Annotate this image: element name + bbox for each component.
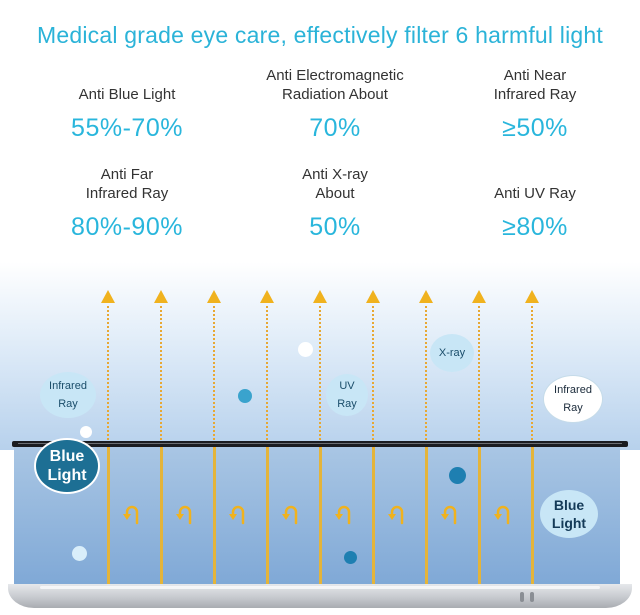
stat-label: Anti Electromagnetic Radiation About xyxy=(266,67,404,103)
infrared-ray-bubble-right: Infrared Ray xyxy=(544,376,602,422)
blue-light-bubble-right: Blue Light xyxy=(540,490,598,538)
stat-label: Anti UV Ray xyxy=(494,185,576,202)
up-arrow-icon xyxy=(154,290,168,448)
particle-dot xyxy=(238,389,252,403)
return-arrow-icon xyxy=(123,503,143,525)
screen-stripe xyxy=(213,447,216,584)
return-arrow-icon xyxy=(388,503,408,525)
up-arrow-icon xyxy=(419,290,433,448)
stat-anti-blue-light: Anti Blue Light 55%-70% xyxy=(22,66,232,143)
return-arrow-icon xyxy=(176,503,196,525)
screen-stripe xyxy=(531,447,534,584)
stat-anti-electromagnetic: Anti Electromagnetic Radiation About 70% xyxy=(230,66,440,143)
stat-label: Anti Far Infrared Ray xyxy=(85,166,169,202)
infrared-ray-bubble-left: Infrared Ray xyxy=(40,372,96,418)
up-arrow-icon xyxy=(366,290,380,448)
screen-stripe xyxy=(478,447,481,584)
screen-stripe xyxy=(266,447,269,584)
particle-dot xyxy=(298,342,313,357)
stat-anti-far-infrared: Anti Far Infrared Ray 80%-90% xyxy=(22,165,232,242)
stat-value: 55%-70% xyxy=(71,114,183,142)
screen-stripe xyxy=(160,447,163,584)
particle-dot xyxy=(344,551,357,564)
up-arrow-icon xyxy=(472,290,486,448)
return-arrow-icon xyxy=(494,503,514,525)
return-arrow-icon xyxy=(441,503,461,525)
up-arrow-icon xyxy=(525,290,539,448)
up-arrow-icon xyxy=(207,290,221,448)
stat-anti-x-ray: Anti X-ray About 50% xyxy=(230,165,440,242)
screen-stripe xyxy=(372,447,375,584)
stat-anti-near-infrared: Anti Near Infrared Ray ≥50% xyxy=(430,66,640,143)
particle-dot xyxy=(72,546,87,561)
screen-stripe xyxy=(107,447,110,584)
stat-label: Anti X-ray About xyxy=(302,166,368,202)
stat-value: 50% xyxy=(309,213,361,241)
stat-anti-uv: Anti UV Ray ≥80% xyxy=(430,165,640,242)
stat-label: Anti Blue Light xyxy=(78,86,176,103)
port-slot xyxy=(530,592,534,602)
uv-ray-bubble: UV Ray xyxy=(326,374,368,416)
stat-value: 80%-90% xyxy=(71,213,183,241)
screen-stripe xyxy=(319,447,322,584)
screen-stripe xyxy=(425,447,428,584)
return-arrow-icon xyxy=(282,503,302,525)
stat-label: Anti Near Infrared Ray xyxy=(493,67,577,103)
headline: Medical grade eye care, effectively filt… xyxy=(37,22,603,48)
stat-value: ≥50% xyxy=(502,114,568,142)
up-arrow-icon xyxy=(313,290,327,448)
blue-light-bubble-left: Blue Light xyxy=(36,440,98,492)
particle-dot xyxy=(449,467,466,484)
particle-dot xyxy=(80,426,92,438)
screen-panel xyxy=(14,447,620,587)
stat-value: 70% xyxy=(309,114,361,142)
x-ray-bubble: X-ray xyxy=(430,334,474,372)
port-slot xyxy=(520,592,524,602)
return-arrow-icon xyxy=(335,503,355,525)
bezel-highlight xyxy=(40,586,600,589)
up-arrow-icon xyxy=(260,290,274,448)
return-arrow-icon xyxy=(229,503,249,525)
stat-value: ≥80% xyxy=(502,213,568,241)
up-arrow-icon xyxy=(101,290,115,448)
protective-film-layer xyxy=(12,441,628,447)
